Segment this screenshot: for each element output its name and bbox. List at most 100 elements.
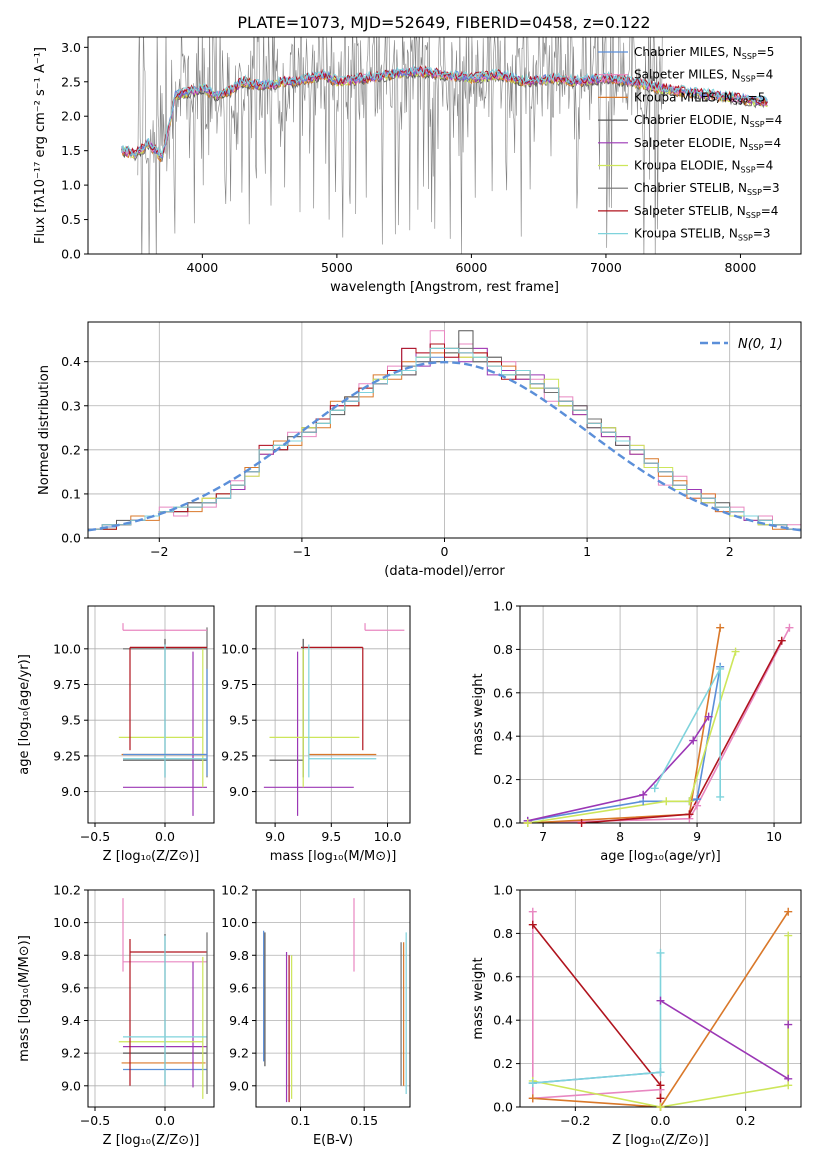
y-tick-label: 0.0 (493, 1100, 513, 1115)
age-vs-mass-panel: 9.0 9.5 10.0 9.0 9.25 9.5 9.75 10.0 mass [log₁₀(… (221, 605, 411, 864)
legend-suffix: =4 (763, 136, 781, 150)
y-axis-label: mass weight (471, 957, 486, 1039)
mass-vs-metallicity-panel: −0.5 0.0 9.0 9.2 9.4 9.6 9.8 10.0 10.2 Z [log₁₀(Z… (17, 883, 215, 1148)
x-tick-label: 2 (726, 544, 734, 559)
mass-weight-line-series-6 (527, 651, 737, 823)
y-tick-label: 0.0 (61, 247, 81, 262)
x-tick-label: −0.5 (80, 829, 110, 844)
legend-subscript: SSP (747, 188, 762, 197)
y-axis-label: Normed distribution (37, 365, 52, 495)
spectrum-panel: 4000 5000 6000 7000 8000 0.0 0.5 1.0 1.5 2.0 2.5 3.… (33, 36, 802, 295)
x-tick-label: 10.0 (374, 829, 402, 844)
legend-subscript: SSP (741, 75, 756, 84)
legend-entry: Salpeter ELODIE, NSSP=4 (634, 136, 781, 152)
mass-weight-marker (784, 931, 793, 940)
plot-area (256, 606, 410, 823)
x-tick-label: 7000 (590, 260, 622, 275)
legend-label: Salpeter MILES, N (634, 68, 741, 82)
mass-weight-marker (731, 647, 740, 656)
legend-subscript: SSP (742, 52, 757, 61)
y-tick-label: 9.0 (229, 1078, 249, 1093)
mass-weight-marker (656, 948, 665, 957)
x-tick-label: 0.15 (350, 1113, 378, 1128)
plot-area (256, 890, 410, 1107)
legend-entry: Salpeter STELIB, NSSP=4 (634, 204, 778, 220)
y-tick-label: 9.0 (61, 1078, 81, 1093)
data-spectrum-line (137, 37, 663, 254)
x-tick-label: 10 (766, 829, 782, 844)
plot-area (88, 322, 801, 538)
y-tick-label: 9.2 (229, 1046, 249, 1061)
legend-label: Chabrier ELODIE, N (634, 113, 750, 127)
legend-subscript: SSP (733, 97, 748, 106)
legend-entry: Kroupa STELIB, NSSP=3 (634, 227, 771, 243)
y-tick-label: 9.5 (61, 713, 81, 728)
y-axis-label: mass [log₁₀(M/M⊙)] (17, 935, 32, 1062)
y-tick-label: 2.5 (61, 74, 81, 89)
x-tick-label: 8000 (725, 260, 757, 275)
mass-weight-marker (656, 1081, 665, 1090)
y-tick-label: 10.0 (221, 915, 249, 930)
x-tick-label: −1 (293, 544, 311, 559)
axes-frame (519, 605, 802, 824)
mass-weight-marker (528, 1079, 537, 1088)
mass-vs-ebv-panel: 0.1 0.15 9.0 9.2 9.4 9.6 9.8 10.0 10.2 E(B-V) (221, 883, 411, 1148)
legend-entry: Salpeter MILES, NSSP=4 (634, 68, 773, 84)
y-tick-label: 10.0 (221, 641, 249, 656)
y-tick-label: 0.4 (61, 354, 81, 369)
y-tick-label: 2.0 (61, 109, 81, 124)
y-axis-label: Flux [fλ10⁻¹⁷ erg cm⁻² s⁻¹ A⁻¹] (33, 47, 48, 244)
mass-weight-marker (528, 907, 537, 916)
y-tick-label: 1.0 (61, 178, 81, 193)
y-tick-label: 9.75 (221, 677, 249, 692)
y-tick-label: 1.0 (493, 599, 513, 614)
y-tick-label: 0.0 (493, 816, 513, 831)
y-tick-label: 9.5 (229, 713, 249, 728)
age-vs-metallicity-panel: −0.5 0.0 9.0 9.25 9.5 9.75 10.0 Z [log₁₀(Z/Z⊙)]… (17, 605, 215, 864)
x-tick-label: 6000 (455, 260, 487, 275)
axes-frame (87, 321, 802, 539)
mass-weight-marker (656, 996, 665, 1005)
model-line-series-8 (121, 65, 768, 158)
y-tick-label: 9.25 (221, 748, 249, 763)
mass-weight-marker (650, 784, 659, 793)
axes-frame (255, 605, 411, 824)
legend-subscript: SSP (746, 211, 761, 220)
x-tick-label: 9.0 (265, 829, 285, 844)
x-axis-label: age [log₁₀(age/yr)] (600, 849, 721, 864)
mass-weight-marker (689, 736, 698, 745)
x-axis-label: wavelength [Angstrom, rest frame] (330, 280, 559, 295)
y-tick-label: 0.6 (493, 685, 513, 700)
y-tick-label: 9.6 (229, 980, 249, 995)
mass-weight-marker (784, 1020, 793, 1029)
x-tick-label: 8 (616, 829, 624, 844)
legend-suffix: =4 (756, 159, 774, 173)
mass-weight-marker (528, 1094, 537, 1103)
x-tick-label: 9 (693, 829, 701, 844)
legend-subscript: SSP (741, 166, 756, 175)
mass-weight-marker (577, 819, 586, 827)
mass-weight-marker (656, 1068, 665, 1077)
mass-weight-marker (777, 636, 786, 645)
legend-suffix: =3 (762, 181, 780, 195)
x-axis-label: E(B-V) (313, 1133, 353, 1148)
axes-frame (87, 36, 802, 255)
y-tick-label: 0.2 (493, 772, 513, 787)
y-tick-label: 10.2 (53, 883, 81, 898)
mass-weight-line-series-6 (532, 935, 789, 1107)
y-axis-label: mass weight (471, 673, 486, 755)
y-tick-label: 9.4 (61, 1013, 81, 1028)
y-tick-label: 0.0 (61, 531, 81, 546)
y-tick-label: 0.5 (61, 212, 81, 227)
plot-area (88, 890, 214, 1107)
mass-weight-line-series-8 (581, 640, 783, 823)
x-tick-label: 0.0 (155, 829, 175, 844)
y-tick-label: 9.8 (229, 948, 249, 963)
mass-weight-line-series-5 (660, 1000, 789, 1081)
plot-area (121, 37, 768, 254)
x-axis-label: Z [log₁₀(Z/Z⊙)] (103, 849, 200, 864)
mass-weight-marker (685, 797, 694, 806)
mass-weight-line-series-8 (532, 924, 662, 1099)
y-tick-label: 3.0 (61, 40, 81, 55)
mass-weight-marker (784, 1081, 793, 1090)
